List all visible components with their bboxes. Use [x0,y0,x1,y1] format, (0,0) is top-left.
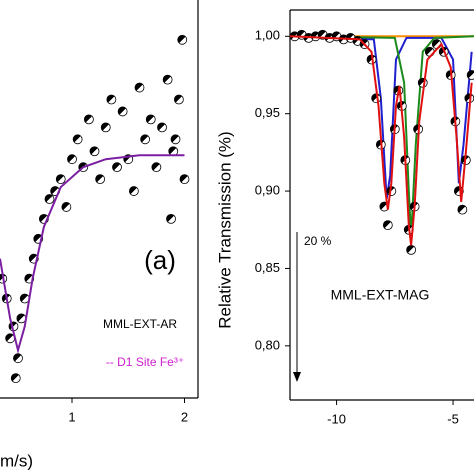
annotation: -- D1 Site Fe³⁺ [106,355,184,369]
data-point [145,114,156,125]
x-tick-label: 1 [68,409,75,424]
data-point [44,194,55,204]
data-point [67,154,77,165]
fit-line [0,154,185,355]
plot-area [290,29,474,255]
data-point [457,204,468,215]
data-point [100,122,111,133]
data-point [417,77,428,88]
data-point [13,353,23,364]
fit-line [290,35,473,246]
y-tick-label: 0,85 [255,260,280,275]
data-point [140,134,151,145]
annotation: 20 % [304,234,332,248]
y-tick-label: 0,95 [255,105,280,120]
x-tick-label: -5 [447,411,459,426]
data-point [16,313,27,324]
data-point [170,134,181,145]
data-point [157,122,167,133]
data-point [128,186,139,196]
data-point [151,162,162,173]
data-point [134,82,145,93]
data-point [173,94,184,105]
data-point [72,134,83,145]
data-point [106,94,117,105]
data-point [166,213,176,224]
annotation: MML-EXT-AR [103,317,177,331]
data-point [89,146,100,157]
data-point [83,114,94,125]
data-point [179,174,190,185]
annotation: (a) [144,245,176,275]
data-point [117,106,128,117]
scale-arrow-head [293,372,301,382]
annotation: MML-EXT-MAG [331,287,430,303]
y-tick-label: 0,90 [255,183,280,198]
data-point [55,174,66,185]
x-tick-label: -10 [327,411,346,426]
y-axis-label: Relative Transmission (%) [215,131,234,328]
data-point [466,70,474,80]
data-point [95,174,106,185]
x-axis-label: m/s) [0,451,33,470]
data-point [10,373,21,384]
data-point [112,162,122,173]
data-point [162,74,173,85]
data-point [406,244,417,255]
y-tick-label: 1,00 [255,28,280,43]
y-tick-label: 0,80 [255,337,280,352]
data-point [382,220,393,231]
data-point [177,34,188,45]
x-tick-label: 2 [181,409,188,424]
data-point [61,202,72,212]
plot-area [0,34,190,384]
